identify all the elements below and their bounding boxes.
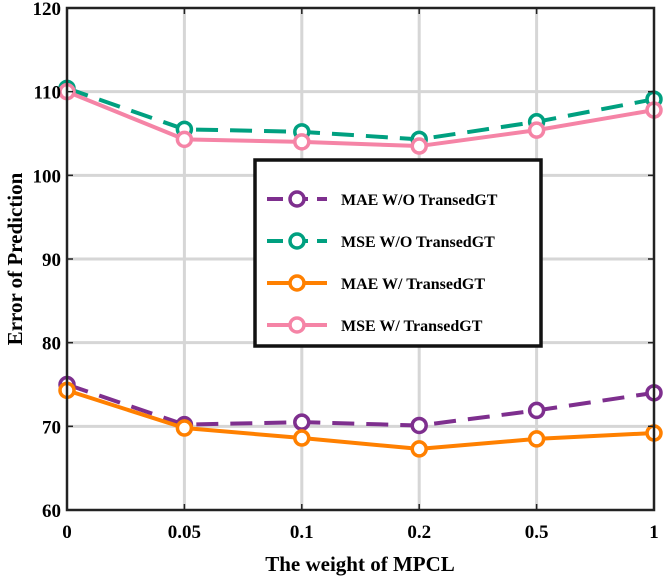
series-line [66,89,655,149]
legend-label: MAE W/ TransedGT [341,276,485,293]
x-tick-label: 0.1 [290,522,314,543]
y-tick-label: 100 [33,166,62,187]
legend-label: MAE W/O TransedGT [341,192,498,209]
data-point [527,121,546,139]
legend-label: MSE W/O TransedGT [341,234,495,251]
data-point [293,429,311,447]
data-point [410,416,428,435]
data-point [293,413,311,431]
y-tick-label: 110 [34,83,61,104]
legend-label: MSE W/ TransedGT [341,318,483,335]
data-point [410,440,428,458]
y-tick-label: 60 [42,501,61,522]
data-point [527,430,546,448]
data-point [175,419,194,437]
legend-marker [288,190,306,208]
legend-marker [288,316,306,334]
series-line [66,388,655,451]
data-point [293,133,311,151]
x-tick-label: 0.2 [407,522,431,543]
y-tick-label: 80 [42,334,61,355]
x-tick-label: 0.05 [168,522,201,543]
y-axis-title: Error of Prediction [3,172,27,345]
y-tick-label: 120 [33,0,62,20]
data-point [410,137,428,155]
y-tick-label: 90 [42,250,61,271]
series-mae-w-transedgt [58,381,663,458]
x-tick-label: 0 [62,522,72,543]
data-point [175,130,194,149]
legend: MAE W/O TransedGT MSE W/O TransedGT MAE W/… [253,158,543,348]
x-tick-label: 1 [649,522,659,543]
y-tick-label: 70 [42,417,61,438]
data-point [527,401,546,420]
legend-marker [288,274,306,292]
series-line [66,382,655,428]
legend-marker [288,232,306,250]
legend-box [253,158,543,348]
x-tick-label: 0.5 [525,522,549,543]
series-line [66,86,655,142]
x-axis-title: The weight of MPCL [265,552,455,576]
